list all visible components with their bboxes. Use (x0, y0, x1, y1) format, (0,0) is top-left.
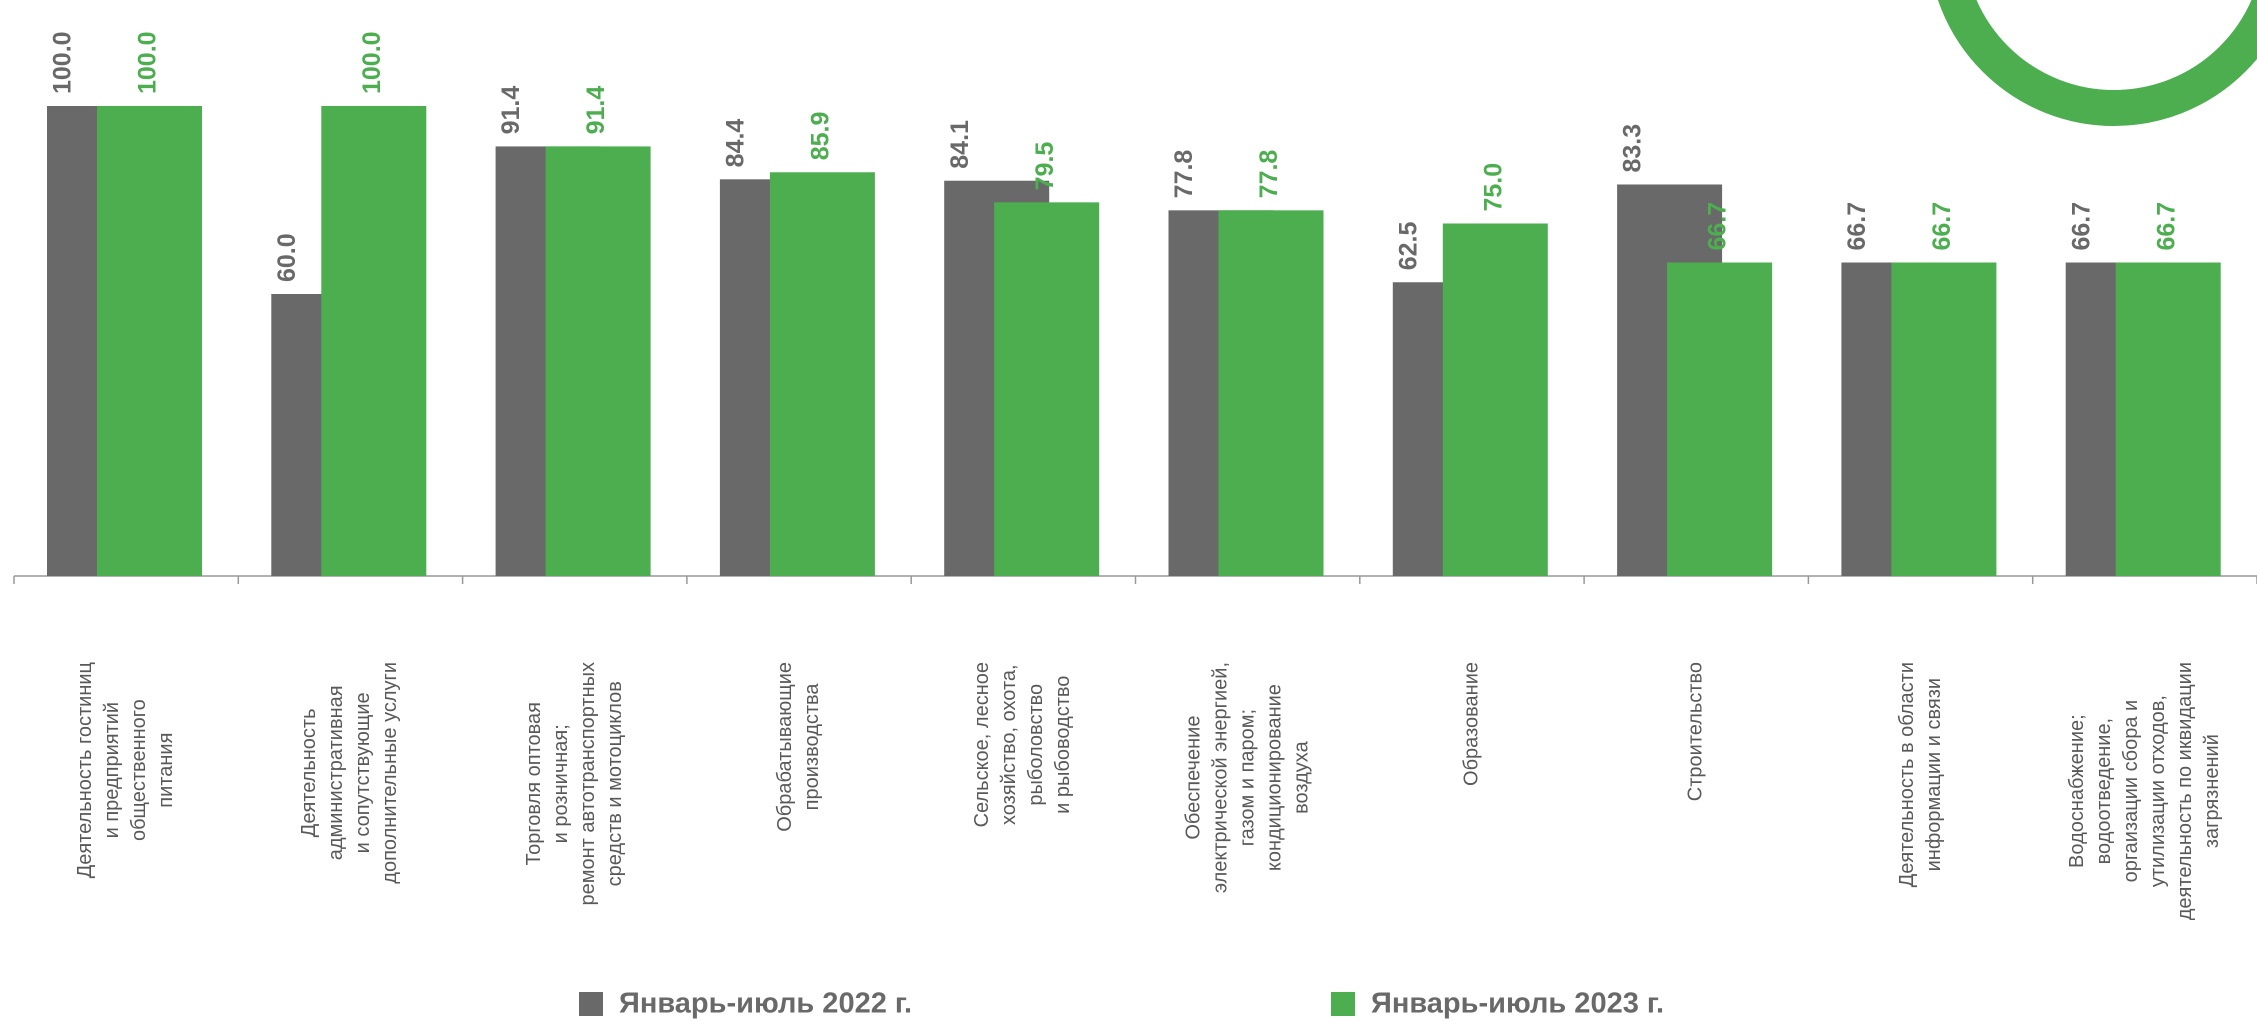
bar (1891, 262, 1997, 576)
value-label: 60.0 (273, 233, 301, 282)
legend-swatch (1331, 992, 1355, 1016)
legend-swatch (579, 992, 603, 1016)
category-label: Торговля оптовая и розничная; ремонт авт… (522, 662, 626, 906)
value-label: 91.4 (497, 86, 525, 135)
category-label: Строительство (1684, 662, 1707, 802)
value-label: 84.4 (722, 119, 750, 168)
category-label: Деятельность в области информации и связ… (1895, 662, 1945, 888)
decor-ring (1937, 0, 2257, 126)
bar (1442, 223, 1548, 576)
value-label: 77.8 (1170, 150, 1198, 199)
value-label: 79.5 (1031, 142, 1059, 191)
category-label: Сельское, лесное хозяйство, охота, рыбол… (971, 662, 1075, 828)
bar (994, 202, 1100, 576)
legend-label: Январь-июль 2022 г. (619, 988, 912, 1020)
bar (2115, 262, 2221, 576)
value-label: 66.7 (1843, 202, 1871, 251)
category-label: Деятельность административная и сопутств… (298, 662, 402, 884)
category-label: Обеспечение электрической энергией, газо… (1182, 662, 1313, 894)
value-label: 66.7 (1928, 202, 1956, 251)
value-label: 66.7 (2067, 202, 2095, 251)
value-label: 83.3 (1619, 124, 1647, 173)
value-label: 100.0 (134, 31, 162, 94)
legend-label: Январь-июль 2023 г. (1371, 988, 1664, 1020)
value-label: 77.8 (1255, 150, 1283, 199)
bar (1667, 262, 1773, 576)
bar (769, 172, 875, 576)
value-label: 62.5 (1394, 221, 1422, 270)
bar (321, 106, 427, 576)
bar (545, 146, 651, 577)
value-label: 100.0 (49, 31, 77, 94)
value-label: 85.9 (807, 112, 835, 161)
category-label: Образование (1460, 662, 1483, 786)
value-label: 84.1 (946, 120, 974, 169)
value-label: 100.0 (358, 31, 386, 94)
value-label: 91.4 (582, 86, 610, 135)
category-label: Обрабатывающие производства (774, 662, 824, 832)
category-label: Деятельность гостиниц и предприятий обще… (74, 662, 178, 879)
value-label: 66.7 (1704, 202, 1732, 251)
value-label: 66.7 (2152, 202, 2180, 251)
category-label: Водоснабжение; водоотведение, оргаизации… (2065, 662, 2223, 921)
bar (1218, 210, 1324, 576)
bar (97, 106, 202, 576)
value-label: 75.0 (1479, 163, 1507, 212)
